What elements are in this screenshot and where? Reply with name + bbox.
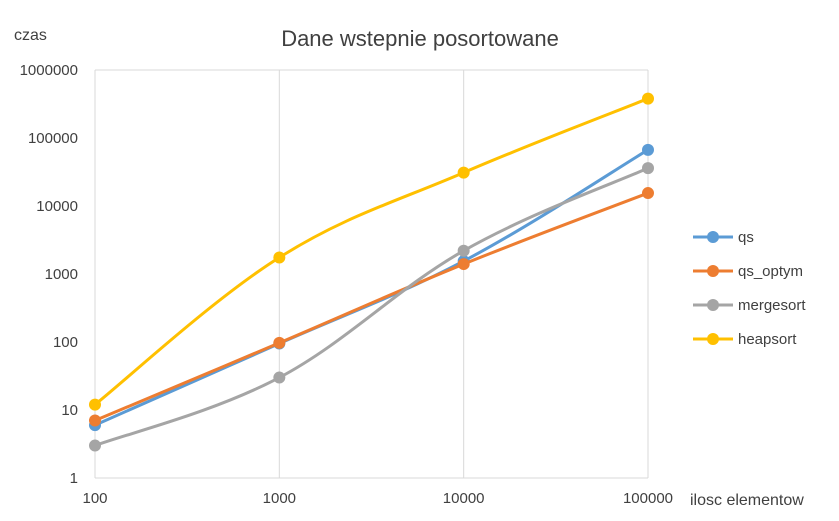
y-tick-label: 10	[61, 402, 78, 419]
y-tick-label: 1000000	[20, 62, 78, 79]
y-tick-label: 100000	[28, 130, 78, 147]
data-point-qs_optym	[273, 336, 286, 349]
series-line-qs_optym	[93, 191, 650, 423]
x-tick-label: 100	[82, 490, 107, 507]
legend-marker	[707, 265, 719, 277]
x-tick-label: 10000	[443, 490, 485, 507]
y-tick-label: 1	[70, 470, 78, 487]
series-line-heapsort	[93, 97, 650, 407]
series-mergesort	[89, 162, 654, 452]
data-point-qs	[642, 143, 654, 156]
data-point-qs_optym	[642, 187, 654, 200]
data-point-heapsort	[89, 398, 101, 411]
data-point-mergesort	[273, 371, 286, 384]
x-axis-label: ilosc elementow	[690, 492, 804, 509]
legend: qs qs_optym mergesort heapsort	[693, 229, 806, 348]
y-tick-label: 100	[53, 334, 78, 351]
y-axis-label: czas	[14, 27, 47, 44]
legend-item-qs: qs	[693, 229, 754, 246]
x-tick-label: 1000	[263, 490, 296, 507]
series-layer	[89, 92, 654, 452]
data-point-heapsort	[273, 251, 286, 264]
chart-title: Dane wstepnie posortowane	[281, 26, 559, 51]
legend-marker	[707, 333, 719, 345]
series-line-mergesort	[93, 166, 650, 448]
legend-item-qs_optym: qs_optym	[693, 263, 803, 280]
data-point-qs_optym	[457, 258, 470, 271]
series-heapsort	[89, 92, 654, 411]
data-point-mergesort	[89, 439, 101, 452]
legend-item-heapsort: heapsort	[693, 331, 797, 348]
legend-label: qs	[738, 229, 754, 246]
series-qs_optym	[89, 187, 654, 427]
legend-label: mergesort	[738, 297, 806, 314]
data-point-qs_optym	[89, 414, 101, 427]
data-point-heapsort	[457, 166, 470, 179]
data-point-mergesort	[457, 244, 470, 257]
legend-label: qs_optym	[738, 263, 803, 280]
legend-marker	[707, 299, 719, 311]
legend-label: heapsort	[738, 331, 797, 348]
tick-labels: 100 1000 10000 100000 1 10 100 1000 10000 100000 1…	[20, 62, 673, 507]
data-point-mergesort	[642, 162, 654, 175]
y-tick-label: 1000	[45, 266, 78, 283]
x-tick-label: 100000	[623, 490, 673, 507]
data-point-heapsort	[642, 92, 654, 105]
legend-marker	[707, 231, 719, 243]
legend-item-mergesort: mergesort	[693, 297, 806, 314]
y-tick-label: 10000	[36, 198, 78, 215]
